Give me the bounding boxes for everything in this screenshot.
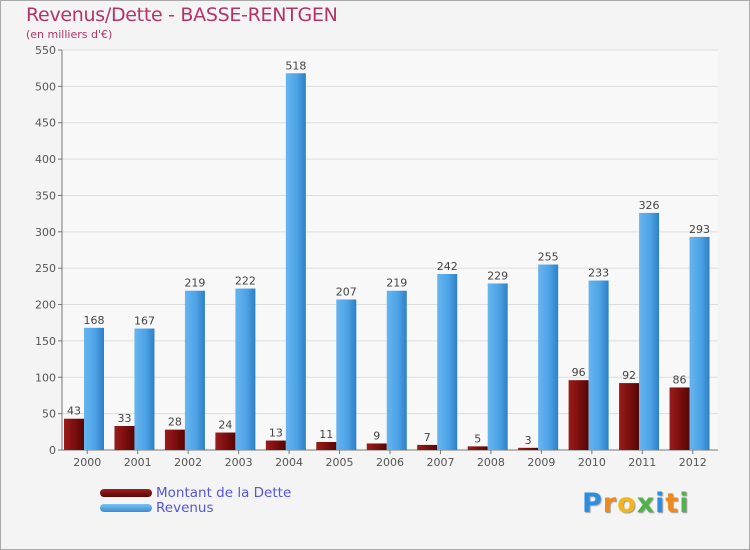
bar-revenue-2008 xyxy=(487,283,508,450)
x-tick-label: 2002 xyxy=(174,456,202,469)
bar-debt-2003 xyxy=(215,432,236,450)
bar-debt-2008 xyxy=(467,446,488,450)
data-label-debt-2000: 43 xyxy=(67,405,81,418)
y-tick-label: 300 xyxy=(35,226,56,239)
data-label-revenue-2008: 229 xyxy=(487,269,508,282)
bars-layer xyxy=(64,73,710,450)
bar-debt-2009 xyxy=(518,447,539,450)
y-tick-label: 150 xyxy=(35,335,56,348)
bar-revenue-2012 xyxy=(689,236,710,450)
y-tick-label: 450 xyxy=(35,117,56,130)
legend-label-debt: Montant de la Dette xyxy=(156,485,292,501)
x-tick-label: 2008 xyxy=(477,456,505,469)
legend-swatch-revenue xyxy=(100,504,152,512)
data-label-revenue-2001: 167 xyxy=(134,315,155,328)
data-label-revenue-2003: 222 xyxy=(235,275,256,288)
axis-layer: 0 50 100 150 200 250 300 350 400 450 500 550 2000 200… xyxy=(35,44,718,469)
labels-layer: 43 168 33 167 28 219 24 222 13 518 11 207 9 219 7 242 5 2… xyxy=(67,59,710,447)
data-label-debt-2010: 96 xyxy=(572,366,586,379)
bar-debt-2010 xyxy=(568,380,589,450)
legend-swatch-debt xyxy=(100,489,152,497)
y-tick-label: 550 xyxy=(35,44,56,57)
data-label-debt-2002: 28 xyxy=(168,416,182,429)
data-label-debt-2007: 7 xyxy=(424,431,431,444)
data-label-debt-2003: 24 xyxy=(218,419,232,432)
logo-letter: i xyxy=(655,488,666,519)
data-label-revenue-2011: 326 xyxy=(639,199,660,212)
bar-revenue-2000 xyxy=(84,327,104,450)
x-tick-label: 2009 xyxy=(527,456,555,469)
data-label-revenue-2004: 518 xyxy=(285,59,306,72)
bar-revenue-2002 xyxy=(184,290,205,450)
y-tick-label: 50 xyxy=(42,408,56,421)
x-tick-label: 2005 xyxy=(326,456,354,469)
bar-debt-2012 xyxy=(669,387,690,450)
bar-revenue-2009 xyxy=(538,264,559,450)
logo-letter: t xyxy=(665,488,680,519)
data-label-revenue-2010: 233 xyxy=(588,267,609,280)
bar-debt-2007 xyxy=(417,444,438,450)
data-label-debt-2004: 13 xyxy=(269,427,283,440)
data-label-revenue-2000: 168 xyxy=(84,314,105,327)
bar-debt-2001 xyxy=(114,426,135,450)
x-tick-label: 2010 xyxy=(578,456,606,469)
y-tick-label: 500 xyxy=(35,80,56,93)
logo-letter: r xyxy=(602,488,618,519)
x-tick-label: 2001 xyxy=(124,456,152,469)
data-label-revenue-2002: 219 xyxy=(184,277,205,290)
chart-title: Revenus/Dette - BASSE-RENTGEN xyxy=(26,4,338,26)
y-tick-label: 100 xyxy=(35,371,56,384)
bar-revenue-2003 xyxy=(235,288,256,450)
bar-debt-2005 xyxy=(316,442,337,450)
data-label-debt-2009: 3 xyxy=(525,434,532,447)
data-label-revenue-2007: 242 xyxy=(437,260,458,273)
x-tick-label: 2000 xyxy=(73,456,101,469)
bar-revenue-2001 xyxy=(134,328,155,450)
logo-letter: o xyxy=(617,488,637,519)
x-tick-label: 2004 xyxy=(275,456,303,469)
data-label-debt-2006: 9 xyxy=(373,429,380,442)
bar-revenue-2007 xyxy=(437,274,458,450)
data-label-debt-2001: 33 xyxy=(117,412,131,425)
legend-label-revenue: Revenus xyxy=(156,500,214,516)
bar-revenue-2005 xyxy=(336,299,357,450)
chart-subtitle: (en milliers d'€) xyxy=(26,28,113,41)
bar-debt-2006 xyxy=(366,443,387,450)
data-label-debt-2008: 5 xyxy=(474,432,481,445)
bar-debt-2000 xyxy=(64,418,84,450)
bar-debt-2004 xyxy=(265,440,286,450)
bar-revenue-2011 xyxy=(639,212,660,450)
x-tick-label: 2007 xyxy=(426,456,454,469)
x-tick-label: 2011 xyxy=(628,456,656,469)
data-label-revenue-2005: 207 xyxy=(336,285,357,298)
logo-letter: i xyxy=(679,488,690,519)
data-label-debt-2005: 11 xyxy=(319,428,333,441)
x-tick-label: 2012 xyxy=(679,456,707,469)
data-label-revenue-2012: 293 xyxy=(689,223,710,236)
y-tick-label: 400 xyxy=(35,153,56,166)
y-tick-label: 250 xyxy=(35,262,56,275)
bar-debt-2011 xyxy=(619,383,640,450)
data-label-debt-2011: 92 xyxy=(622,369,636,382)
logo-letter: x xyxy=(636,488,656,519)
y-tick-label: 0 xyxy=(49,444,56,457)
bar-revenue-2006 xyxy=(386,290,407,450)
y-tick-label: 200 xyxy=(35,299,56,312)
logo-letter: P xyxy=(582,488,603,519)
bar-debt-2002 xyxy=(164,429,185,450)
proxiti-logo: Proxiti xyxy=(582,488,690,519)
bar-revenue-2004 xyxy=(285,73,306,450)
bar-revenue-2010 xyxy=(588,280,609,450)
x-tick-label: 2006 xyxy=(376,456,404,469)
data-label-revenue-2006: 219 xyxy=(386,277,407,290)
data-label-debt-2012: 86 xyxy=(673,373,687,386)
x-tick-label: 2003 xyxy=(225,456,253,469)
y-tick-label: 350 xyxy=(35,189,56,202)
data-label-revenue-2009: 255 xyxy=(538,251,559,264)
